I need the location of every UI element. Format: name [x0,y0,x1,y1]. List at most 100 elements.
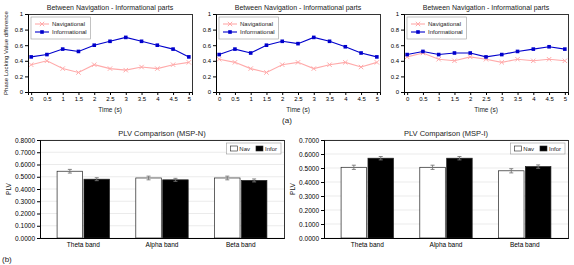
y-tick-mark [37,238,40,239]
y-tick-mark [401,30,404,31]
x-tick-mark [157,92,158,95]
x-tick-mark [518,92,519,95]
legend-label: Informational [52,29,87,35]
point [547,45,551,49]
x-tick-mark [298,92,299,95]
x-axis: 00.511.522.533.544.55 [405,92,569,102]
x-axis: 00.511.522.533.544.55 [29,92,193,102]
point [453,51,457,55]
x-tick: Theta band [67,241,100,248]
y-tick-mark [37,201,40,202]
y-tick-label: 0.2000 [299,207,319,214]
y-tick-mark [25,76,28,77]
point [516,50,520,54]
x-tick-label: 3.5 [138,96,147,102]
point [563,47,567,51]
y-tick-mark [25,92,28,93]
error-bar [536,165,540,168]
y-axis: 00.20.40.60.81 [391,11,405,95]
bar [163,180,189,238]
x-tick: 0.5 [231,92,240,102]
x-tick-label: 1.5 [451,96,460,102]
point [249,51,253,55]
x-tick-mark [31,92,32,95]
point [233,60,237,64]
y-tick: 0.2 [15,74,28,80]
x-tick: 0 [406,92,410,102]
y-tick: 0.7000 [15,149,40,156]
y-axis-line [321,141,325,239]
y-tick-mark [213,92,216,93]
point [217,57,221,61]
point [280,63,284,67]
legend-box [510,143,565,154]
x-tick-mark [110,92,111,95]
x-tick: 1.5 [75,92,84,102]
bar [447,158,473,238]
x-tick: 2 [469,92,473,102]
legend-item: Nav [230,146,250,152]
y-tick-label: 0.0000 [299,235,319,242]
y-tick: 0.1000 [15,222,40,229]
x-axis: 00.511.522.533.544.55 [217,92,381,102]
y-tick-label: 0.8000 [15,137,35,144]
y-tick: 0.2000 [15,210,40,217]
x-tick: Beta band [510,241,540,248]
x-tick-label: 5 [188,96,192,102]
y-tick-label: 0.3000 [15,198,35,205]
x-tick: 1 [438,92,442,102]
x-tick-label: 3 [313,96,317,102]
x-tick-mark [173,92,174,95]
y-tick-label: 0.4000 [299,179,319,186]
point [531,59,535,63]
x-tick-mark [565,92,566,95]
y-tick: 0 [396,89,404,95]
y-tick: 0.4000 [15,186,40,193]
plot-frame [40,140,284,238]
x-tick-label: Alpha band [146,241,179,249]
point [140,40,144,44]
y-tick-mark [401,14,404,15]
bar [241,180,267,238]
x-tick-mark [423,92,424,95]
x-tick: 5 [376,92,380,102]
x-tick-mark [454,92,455,95]
y-tick-label: 1 [396,11,400,17]
x-tick-mark [314,92,315,95]
series-line [31,61,189,73]
y-tick-mark [401,92,404,93]
y-tick: 0.7000 [299,137,324,144]
y-tick: 0.5000 [299,165,324,172]
x-tick-label: 1.5 [263,96,272,102]
x-tick: 3 [125,92,129,102]
y-axis: 0.00000.10000.20000.30000.40000.50000.60… [15,137,40,242]
point [437,53,441,57]
legend-label: Nav [523,146,534,152]
point [515,57,519,61]
x-tick-label: 0.5 [43,96,52,102]
error-bar [95,178,99,181]
grid [324,140,568,238]
x-tick: 3.5 [138,92,147,102]
y-tick-mark [401,61,404,62]
y-tick-mark [37,226,40,227]
legend-box [407,17,467,39]
x-tick: 0 [30,92,34,102]
error-bar [225,176,229,180]
series-line [31,37,189,57]
annotation: (b) [2,255,12,264]
y-tick-mark [37,140,40,141]
y-tick-label: 1 [20,11,24,17]
annotation: (a) [282,116,292,125]
y-tick-label: 0.2000 [15,210,35,217]
y-tick: 0.6 [15,43,28,49]
y-tick: 0.8000 [15,137,40,144]
y-tick-mark [37,165,40,166]
y-tick: 1 [20,11,28,17]
point [421,50,425,54]
chart-title: PLV Comparison (MSP-I) [404,129,489,138]
x-axis-line [41,238,285,239]
legend: NavigationalInformational [219,17,279,39]
x-tick-mark [345,92,346,95]
y-tick-mark [37,189,40,190]
